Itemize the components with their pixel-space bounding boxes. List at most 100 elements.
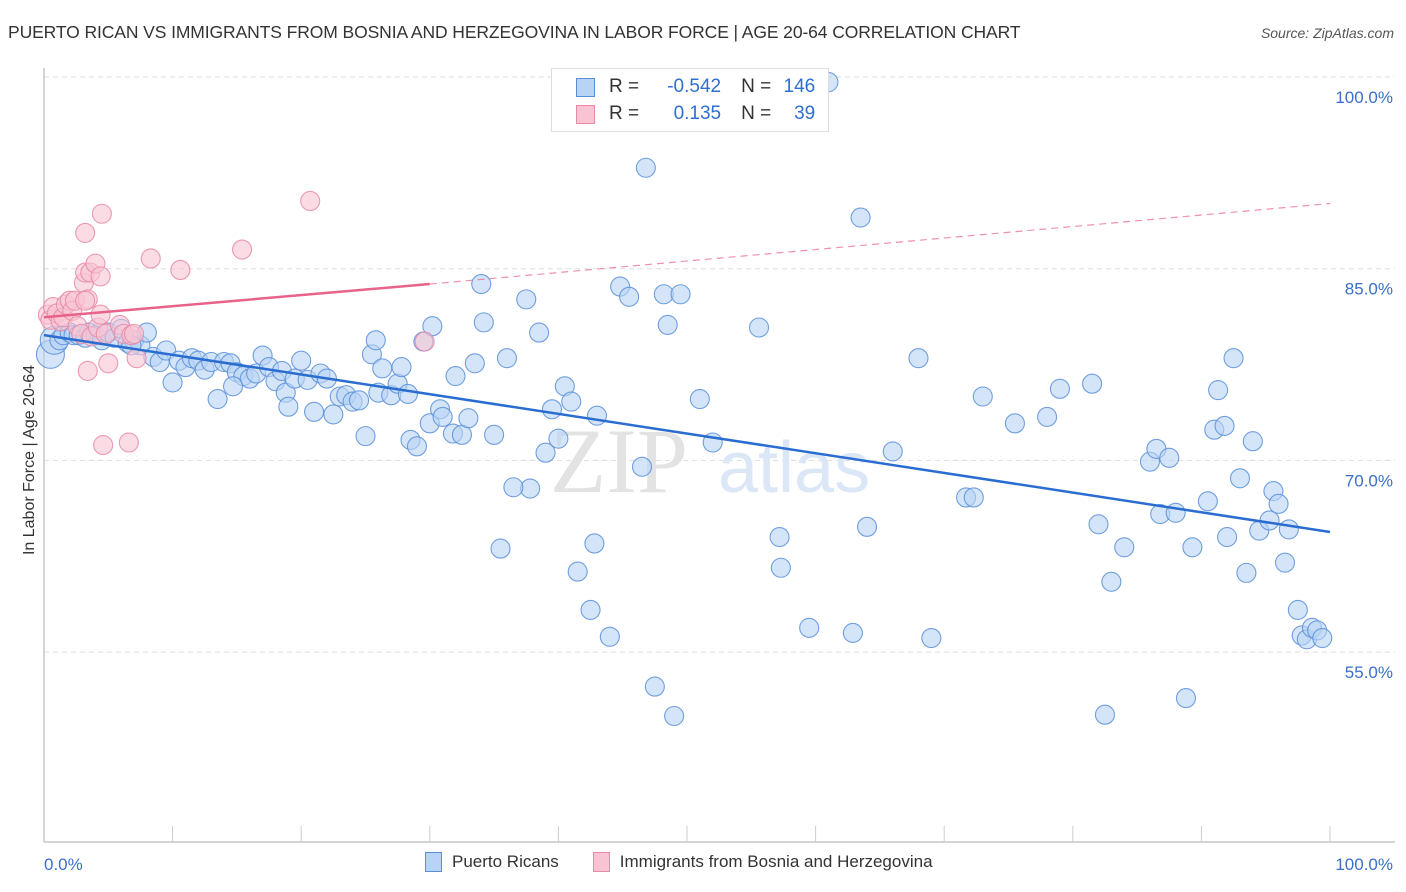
point-puerto-ricans bbox=[1197, 491, 1218, 512]
legend-label-bosnia: Immigrants from Bosnia and Herzegovina bbox=[619, 852, 933, 871]
point-puerto-ricans bbox=[921, 627, 942, 649]
point-puerto-ricans bbox=[1242, 431, 1263, 452]
point-puerto-ricans bbox=[1268, 493, 1289, 514]
point-puerto-ricans bbox=[599, 626, 620, 647]
point-puerto-ricans bbox=[207, 389, 228, 410]
point-puerto-ricans bbox=[458, 408, 479, 429]
legend-swatch-puerto-ricans bbox=[425, 852, 442, 872]
point-puerto-ricans bbox=[278, 396, 299, 417]
point-puerto-ricans bbox=[1159, 447, 1180, 468]
point-puerto-ricans bbox=[963, 487, 984, 508]
point-puerto-ricans bbox=[1182, 537, 1203, 558]
point-bosnia bbox=[75, 290, 96, 311]
r-label: R = bbox=[609, 76, 640, 97]
n-value: 39 bbox=[794, 103, 816, 124]
point-puerto-ricans bbox=[1278, 519, 1299, 540]
y-tick-label: 100.0% bbox=[1335, 88, 1393, 107]
point-bosnia bbox=[300, 190, 321, 212]
point-puerto-ricans bbox=[972, 386, 993, 407]
point-puerto-ricans bbox=[432, 406, 453, 427]
legend-label-puerto-ricans: Puerto Ricans bbox=[452, 852, 559, 871]
point-puerto-ricans bbox=[580, 599, 601, 620]
legend-row-puerto-ricans: R = -0.542 N = 146 bbox=[576, 75, 815, 99]
point-puerto-ricans bbox=[1223, 348, 1244, 369]
legend-swatch-pink bbox=[576, 104, 595, 124]
x-tick-labels: 0.0% 100.0% bbox=[44, 855, 1393, 874]
point-bosnia bbox=[77, 360, 98, 381]
point-puerto-ricans bbox=[561, 391, 582, 412]
point-puerto-ricans bbox=[406, 436, 427, 457]
point-puerto-ricans bbox=[631, 456, 653, 477]
point-puerto-ricans bbox=[1274, 552, 1296, 573]
point-puerto-ricans bbox=[769, 527, 790, 548]
point-puerto-ricans bbox=[541, 399, 563, 420]
point-puerto-ricans bbox=[1312, 627, 1333, 649]
point-puerto-ricans bbox=[1229, 468, 1251, 489]
point-puerto-ricans bbox=[908, 348, 929, 369]
y-tick-label: 55.0% bbox=[1345, 663, 1393, 682]
point-puerto-ricans bbox=[1101, 571, 1122, 592]
r-label: R = bbox=[609, 103, 640, 124]
point-puerto-ricans bbox=[529, 322, 550, 343]
point-puerto-ricans bbox=[664, 705, 685, 727]
x-tick-label: 100.0% bbox=[1335, 855, 1393, 874]
legend-row-bosnia: R = 0.135 N = 39 bbox=[576, 102, 815, 126]
point-puerto-ricans bbox=[535, 442, 556, 463]
point-puerto-ricans bbox=[644, 676, 665, 697]
point-puerto-ricans bbox=[323, 404, 344, 425]
point-puerto-ricans bbox=[445, 366, 466, 387]
series-bosnia bbox=[37, 190, 435, 456]
point-puerto-ricans bbox=[1208, 380, 1229, 401]
point-puerto-ricans bbox=[1037, 406, 1058, 427]
series-puerto-ricans bbox=[35, 69, 1333, 727]
gridlines bbox=[44, 76, 1395, 653]
point-puerto-ricans bbox=[1214, 415, 1235, 436]
chart-title: PUERTO RICAN VS IMMIGRANTS FROM BOSNIA A… bbox=[8, 22, 1021, 42]
legend-swatch-bosnia bbox=[592, 852, 610, 872]
point-puerto-ricans bbox=[471, 273, 492, 295]
correlation-legend: R = -0.542 N = 146 R = 0.135 N = 39 bbox=[551, 68, 829, 132]
point-puerto-ricans bbox=[355, 426, 376, 447]
axes bbox=[43, 68, 1395, 843]
point-puerto-ricans bbox=[304, 401, 325, 422]
point-puerto-ricans bbox=[496, 348, 518, 369]
point-puerto-ricans bbox=[490, 538, 511, 559]
point-puerto-ricans bbox=[882, 441, 903, 462]
point-bosnia bbox=[118, 432, 139, 453]
point-bosnia bbox=[170, 259, 191, 281]
point-puerto-ricans bbox=[1094, 704, 1115, 725]
point-bosnia bbox=[414, 331, 435, 352]
point-puerto-ricans bbox=[850, 207, 871, 228]
point-puerto-ricans bbox=[516, 289, 537, 310]
point-puerto-ricans bbox=[799, 617, 820, 638]
point-puerto-ricans bbox=[635, 157, 656, 178]
x-tick-label: 0.0% bbox=[44, 855, 83, 874]
point-puerto-ricans bbox=[1088, 514, 1109, 535]
y-tick-label: 85.0% bbox=[1345, 280, 1393, 299]
point-puerto-ricans bbox=[372, 358, 393, 379]
point-puerto-ricans bbox=[222, 376, 244, 397]
n-label: N = bbox=[741, 76, 772, 97]
trend-line-bosnia bbox=[43, 282, 430, 319]
y-tick-labels: 100.0% 85.0% 70.0% 55.0% bbox=[1335, 88, 1393, 682]
point-puerto-ricans bbox=[657, 314, 678, 335]
point-puerto-ricans bbox=[1114, 537, 1135, 558]
point-puerto-ricans bbox=[484, 424, 505, 445]
trend-line-bosnia-extrapolated bbox=[429, 202, 1331, 285]
point-puerto-ricans bbox=[856, 516, 878, 537]
watermark-zip: ZIP bbox=[550, 410, 688, 512]
point-puerto-ricans bbox=[1217, 527, 1238, 548]
point-puerto-ricans bbox=[670, 284, 691, 305]
point-bosnia bbox=[98, 353, 119, 374]
point-puerto-ricans bbox=[520, 478, 541, 499]
point-puerto-ricans bbox=[748, 317, 770, 338]
n-label: N = bbox=[741, 103, 772, 124]
point-puerto-ricans bbox=[1287, 599, 1308, 620]
point-bosnia bbox=[90, 304, 111, 325]
y-tick-label: 70.0% bbox=[1345, 471, 1393, 490]
point-puerto-ricans bbox=[1049, 378, 1070, 399]
legend-swatch-blue bbox=[576, 77, 595, 97]
point-puerto-ricans bbox=[584, 533, 605, 554]
point-puerto-ricans bbox=[397, 383, 418, 404]
